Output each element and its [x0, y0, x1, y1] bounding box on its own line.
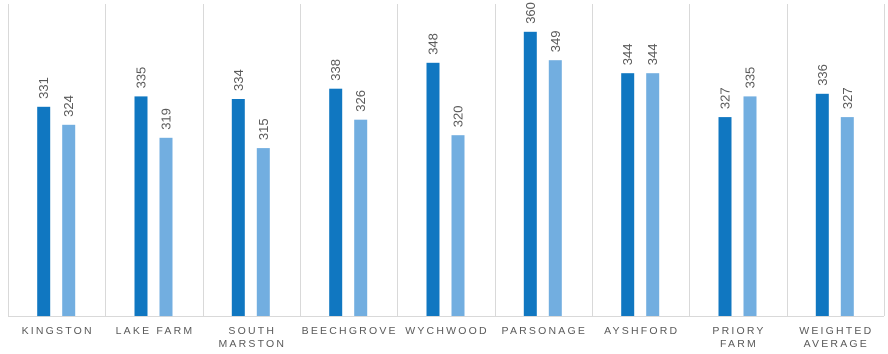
data-label: 335	[743, 67, 758, 89]
data-label: 338	[328, 59, 343, 81]
bar	[523, 31, 537, 317]
data-label: 327	[718, 87, 733, 109]
category-label: WEIGHTED	[799, 325, 873, 337]
category-label: MARSTON	[218, 338, 286, 350]
bar	[134, 96, 148, 317]
category-label: SOUTH	[228, 325, 276, 337]
category-label: AVERAGE	[804, 338, 869, 350]
data-label: 315	[256, 118, 271, 140]
data-label: 326	[353, 90, 368, 112]
data-label: 320	[451, 105, 466, 127]
bar	[426, 62, 440, 316]
category-label: FARM	[720, 338, 758, 350]
data-label: 360	[523, 2, 538, 24]
data-label: 331	[36, 77, 51, 99]
data-label: 348	[426, 33, 441, 55]
bar	[815, 93, 829, 316]
data-label: 336	[815, 64, 830, 86]
data-label: 319	[159, 108, 174, 130]
data-label: 344	[645, 43, 660, 65]
category-label: PARSONAGE	[502, 325, 588, 337]
category-label: PRIORY	[712, 325, 765, 337]
data-label: 324	[61, 95, 76, 117]
bar	[37, 106, 51, 317]
category-label: LAKE FARM	[116, 325, 195, 337]
data-label: 335	[134, 67, 149, 89]
category-label: KINGSTON	[22, 325, 94, 337]
bar	[231, 99, 245, 316]
bar	[646, 73, 660, 316]
data-label: 334	[231, 69, 246, 91]
data-label: 344	[620, 43, 635, 65]
bar	[451, 135, 465, 316]
bar	[354, 119, 368, 316]
bar	[62, 124, 76, 316]
bar	[840, 117, 854, 316]
category-label: BEECHGROVE	[302, 325, 398, 337]
bar	[329, 88, 343, 316]
data-label: 327	[840, 87, 855, 109]
bar	[621, 73, 635, 316]
bar	[718, 117, 732, 316]
data-label: 349	[548, 30, 563, 52]
value-labels-layer: 331 324 335 319 334 315 338 326 348 320 360 349 344 3…	[36, 2, 855, 140]
bar	[548, 60, 562, 317]
bar	[159, 137, 173, 317]
bars-layer	[37, 31, 854, 317]
bar	[743, 96, 757, 317]
grid-layer	[8, 4, 885, 317]
bar	[256, 148, 270, 316]
category-label: AYSHFORD	[604, 325, 679, 337]
category-label: WYCHWOOD	[405, 325, 489, 337]
